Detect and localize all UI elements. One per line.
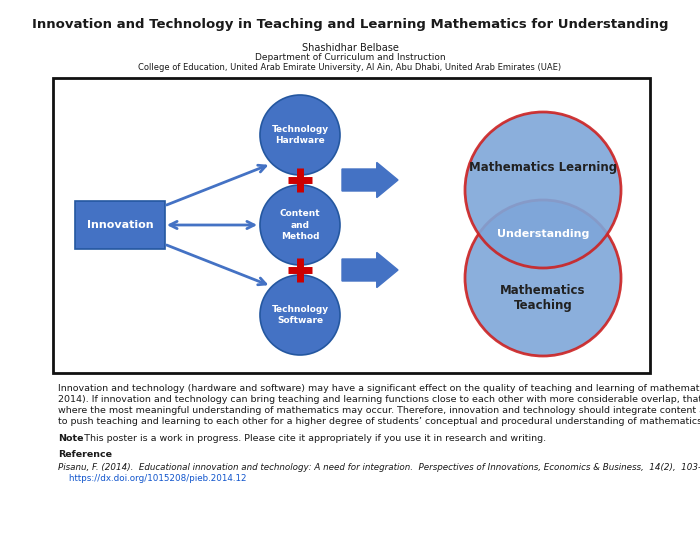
FancyArrowPatch shape: [167, 245, 266, 285]
Text: : This poster is a work in progress. Please cite it appropriately if you use it : : This poster is a work in progress. Ple…: [78, 434, 546, 443]
Text: Note: Note: [58, 434, 83, 443]
Text: to push teaching and learning to each other for a higher degree of students’ con: to push teaching and learning to each ot…: [58, 417, 700, 426]
Text: 2014). If innovation and technology can bring teaching and learning functions cl: 2014). If innovation and technology can …: [58, 395, 700, 404]
Text: Content
and
Method: Content and Method: [280, 209, 321, 241]
Polygon shape: [342, 162, 398, 197]
Text: Technology
Hardware: Technology Hardware: [272, 125, 328, 145]
Text: Understanding: Understanding: [497, 229, 589, 239]
Text: Technology
Software: Technology Software: [272, 305, 328, 325]
Circle shape: [260, 275, 340, 355]
Circle shape: [465, 200, 621, 356]
Bar: [53, 78, 650, 373]
Text: Department of Curriculum and Instruction: Department of Curriculum and Instruction: [255, 53, 445, 62]
Circle shape: [465, 112, 621, 268]
Text: where the most meaningful understanding of mathematics may occur. Therefore, inn: where the most meaningful understanding …: [58, 406, 700, 415]
Text: Pisanu, F. (2014).  Educational innovation and technology: A need for integratio: Pisanu, F. (2014). Educational innovatio…: [58, 463, 700, 472]
Text: https://dx.doi.org/1015208/pieb.2014.12: https://dx.doi.org/1015208/pieb.2014.12: [58, 474, 246, 483]
Text: College of Education, United Arab Emirate University, Al Ain, Abu Dhabi, United : College of Education, United Arab Emirat…: [139, 63, 561, 72]
Circle shape: [260, 185, 340, 265]
Circle shape: [260, 95, 340, 175]
Text: Innovation: Innovation: [87, 220, 153, 230]
FancyArrowPatch shape: [170, 221, 254, 229]
Text: Shashidhar Belbase: Shashidhar Belbase: [302, 43, 398, 53]
Text: Mathematics Learning: Mathematics Learning: [469, 162, 617, 175]
Text: Innovation and technology (hardware and software) may have a significant effect : Innovation and technology (hardware and …: [58, 384, 700, 393]
FancyBboxPatch shape: [75, 201, 165, 249]
FancyArrowPatch shape: [167, 165, 266, 205]
Text: Innovation and Technology in Teaching and Learning Mathematics for Understanding: Innovation and Technology in Teaching an…: [32, 18, 668, 31]
Polygon shape: [342, 253, 398, 288]
Text: Reference: Reference: [58, 450, 112, 459]
Text: Mathematics
Teaching: Mathematics Teaching: [500, 283, 586, 313]
